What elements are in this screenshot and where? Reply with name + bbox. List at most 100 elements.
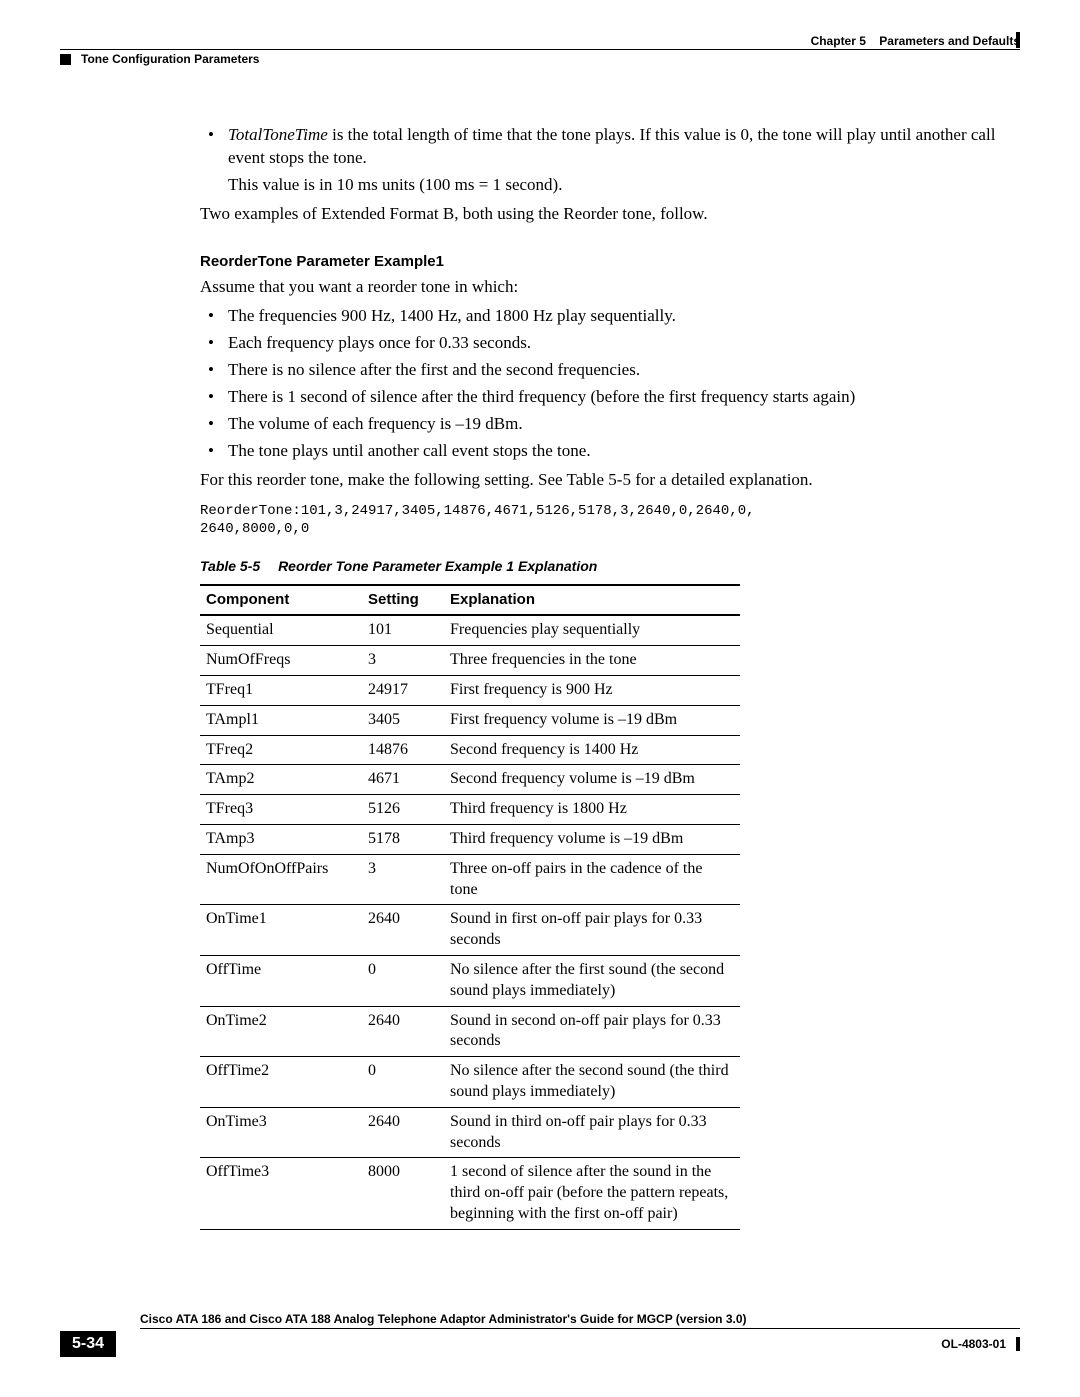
- table-row: TFreq214876Second frequency is 1400 Hz: [200, 735, 740, 765]
- table-row: TFreq35126Third frequency is 1800 Hz: [200, 795, 740, 825]
- cell-setting: 5178: [362, 825, 444, 855]
- example1-heading: ReorderTone Parameter Example1: [200, 252, 1020, 272]
- cell-component: OnTime1: [200, 905, 362, 956]
- footer-row: 5-34 OL-4803-01: [60, 1331, 1020, 1357]
- col-setting: Setting: [362, 585, 444, 615]
- cell-explanation: Frequencies play sequentially: [444, 615, 740, 645]
- col-component: Component: [200, 585, 362, 615]
- cell-explanation: Second frequency is 1400 Hz: [444, 735, 740, 765]
- header-bar-icon: [1016, 32, 1020, 48]
- cell-explanation: Third frequency is 1800 Hz: [444, 795, 740, 825]
- cell-component: NumOfFreqs: [200, 646, 362, 676]
- footer-doc-title: Cisco ATA 186 and Cisco ATA 188 Analog T…: [140, 1312, 1020, 1326]
- cell-component: OffTime: [200, 955, 362, 1006]
- table-row: TAmpl13405First frequency volume is –19 …: [200, 705, 740, 735]
- table-header-row: Component Setting Explanation: [200, 585, 740, 615]
- table-row: OnTime12640Sound in first on-off pair pl…: [200, 905, 740, 956]
- totaltone-term: TotalToneTime: [228, 125, 328, 144]
- cell-explanation: Second frequency volume is –19 dBm: [444, 765, 740, 795]
- example1-bullet: There is 1 second of silence after the t…: [200, 386, 1020, 409]
- page: Chapter 5 Parameters and Defaults Tone C…: [0, 0, 1080, 1397]
- table-row: NumOfFreqs3Three frequencies in the tone: [200, 646, 740, 676]
- table-row: OffTime0No silence after the first sound…: [200, 955, 740, 1006]
- table-title: Table 5-5 Reorder Tone Parameter Example…: [200, 557, 1020, 576]
- table-row: OnTime22640Sound in second on-off pair p…: [200, 1006, 740, 1057]
- footer-bar-icon: [1016, 1337, 1020, 1351]
- cell-setting: 2640: [362, 905, 444, 956]
- table-row: OnTime32640Sound in third on-off pair pl…: [200, 1107, 740, 1158]
- running-header: Chapter 5 Parameters and Defaults Tone C…: [60, 34, 1020, 68]
- cell-component: TAmp2: [200, 765, 362, 795]
- example1-bullet: There is no silence after the first and …: [200, 359, 1020, 382]
- table-row: TFreq124917First frequency is 900 Hz: [200, 676, 740, 706]
- body-content: TotalToneTime is the total length of tim…: [200, 124, 1020, 1230]
- cell-component: TAmpl1: [200, 705, 362, 735]
- cell-component: NumOfOnOffPairs: [200, 854, 362, 905]
- cell-setting: 4671: [362, 765, 444, 795]
- cell-explanation: First frequency is 900 Hz: [444, 676, 740, 706]
- header-right: Chapter 5 Parameters and Defaults: [811, 34, 1020, 48]
- cell-setting: 0: [362, 955, 444, 1006]
- square-icon: [60, 54, 71, 65]
- example1-bullet: The volume of each frequency is –19 dBm.: [200, 413, 1020, 436]
- param-table: Component Setting Explanation Sequential…: [200, 584, 740, 1230]
- page-number-badge: 5-34: [60, 1331, 116, 1357]
- cell-setting: 8000: [362, 1158, 444, 1229]
- cell-component: OnTime3: [200, 1107, 362, 1158]
- running-footer: Cisco ATA 186 and Cisco ATA 188 Analog T…: [60, 1312, 1020, 1357]
- example1-bullets: The frequencies 900 Hz, 1400 Hz, and 180…: [200, 305, 1020, 463]
- example1-bullet: The frequencies 900 Hz, 1400 Hz, and 180…: [200, 305, 1020, 328]
- cell-component: TFreq3: [200, 795, 362, 825]
- cell-component: OnTime2: [200, 1006, 362, 1057]
- footer-rule: [140, 1328, 1020, 1329]
- cell-setting: 0: [362, 1057, 444, 1108]
- example1-bullet: The tone plays until another call event …: [200, 440, 1020, 463]
- totaltone-sub: This value is in 10 ms units (100 ms = 1…: [228, 174, 1020, 197]
- totaltone-rest: is the total length of time that the ton…: [228, 125, 995, 167]
- table-row: TAmp24671Second frequency volume is –19 …: [200, 765, 740, 795]
- cell-setting: 2640: [362, 1107, 444, 1158]
- cell-setting: 3405: [362, 705, 444, 735]
- example1-bullet: Each frequency plays once for 0.33 secon…: [200, 332, 1020, 355]
- cell-setting: 3: [362, 646, 444, 676]
- table-row: TAmp35178Third frequency volume is –19 d…: [200, 825, 740, 855]
- cell-explanation: Three frequencies in the tone: [444, 646, 740, 676]
- table-row: NumOfOnOffPairs3Three on-off pairs in th…: [200, 854, 740, 905]
- totaltone-bullet-list: TotalToneTime is the total length of tim…: [200, 124, 1020, 197]
- cell-setting: 101: [362, 615, 444, 645]
- cell-explanation: Sound in second on-off pair plays for 0.…: [444, 1006, 740, 1057]
- cell-explanation: Three on-off pairs in the cadence of the…: [444, 854, 740, 905]
- chapter-label: Chapter 5: [811, 34, 866, 48]
- example1-intro: Assume that you want a reorder tone in w…: [200, 276, 1020, 299]
- header-left: Tone Configuration Parameters: [60, 52, 259, 66]
- cell-explanation: No silence after the second sound (the t…: [444, 1057, 740, 1108]
- chapter-title: Parameters and Defaults: [879, 34, 1020, 48]
- cell-explanation: Sound in first on-off pair plays for 0.3…: [444, 905, 740, 956]
- cell-explanation: 1 second of silence after the sound in t…: [444, 1158, 740, 1229]
- col-explanation: Explanation: [444, 585, 740, 615]
- cell-setting: 14876: [362, 735, 444, 765]
- cell-component: TAmp3: [200, 825, 362, 855]
- table-row: OffTime20No silence after the second sou…: [200, 1057, 740, 1108]
- footer-doc-code: OL-4803-01: [941, 1337, 1006, 1351]
- cell-explanation: Third frequency volume is –19 dBm: [444, 825, 740, 855]
- cell-explanation: No silence after the first sound (the se…: [444, 955, 740, 1006]
- two-examples-para: Two examples of Extended Format B, both …: [200, 203, 1020, 226]
- cell-component: TFreq2: [200, 735, 362, 765]
- cell-setting: 24917: [362, 676, 444, 706]
- cell-explanation: First frequency volume is –19 dBm: [444, 705, 740, 735]
- table-caption: Reorder Tone Parameter Example 1 Explana…: [278, 558, 597, 574]
- cell-component: Sequential: [200, 615, 362, 645]
- example1-code: ReorderTone:101,3,24917,3405,14876,4671,…: [200, 502, 1020, 540]
- table-row: OffTime380001 second of silence after th…: [200, 1158, 740, 1229]
- cell-setting: 3: [362, 854, 444, 905]
- cell-component: TFreq1: [200, 676, 362, 706]
- cell-component: OffTime2: [200, 1057, 362, 1108]
- table-row: Sequential101Frequencies play sequential…: [200, 615, 740, 645]
- section-title: Tone Configuration Parameters: [81, 52, 259, 66]
- table-label: Table 5-5: [200, 558, 260, 574]
- header-rule: [60, 49, 1020, 50]
- cell-setting: 5126: [362, 795, 444, 825]
- cell-component: OffTime3: [200, 1158, 362, 1229]
- example1-make-setting: For this reorder tone, make the followin…: [200, 469, 1020, 492]
